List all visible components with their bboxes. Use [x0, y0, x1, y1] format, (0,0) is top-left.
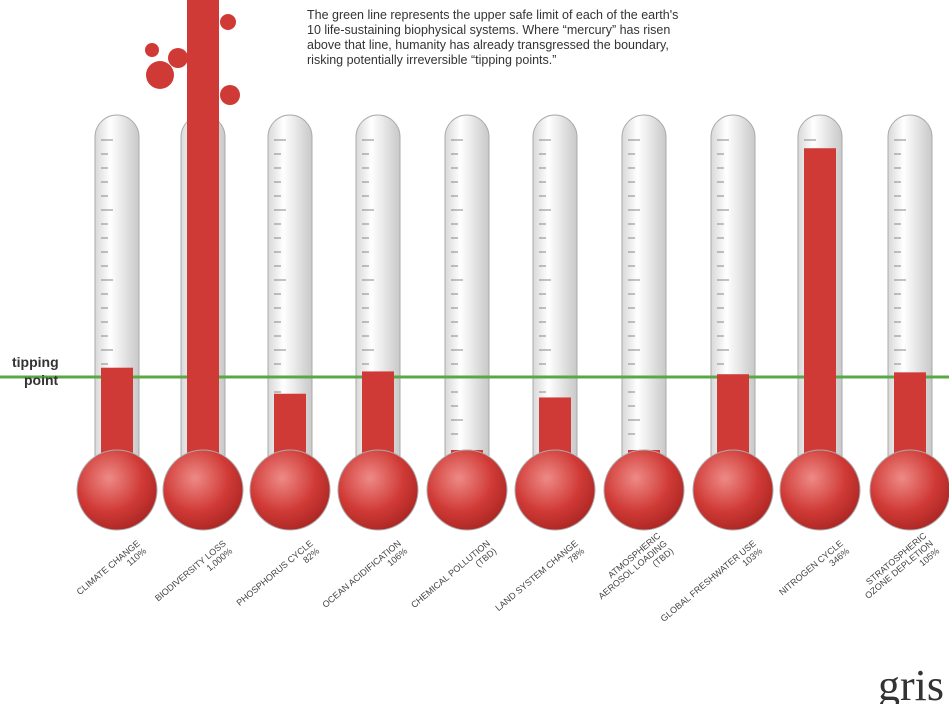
category-name: NITROGEN CYCLE	[777, 538, 845, 597]
category-name: PHOSPHORUS CYCLE	[234, 538, 314, 608]
category-name: AEROSOL LOADING	[596, 538, 668, 601]
splash	[168, 48, 188, 68]
category-name: CLIMATE CHANGE	[75, 538, 142, 597]
bulb	[603, 449, 685, 531]
category-name: OCEAN ACIDIFICATION	[320, 538, 403, 610]
bulb	[779, 449, 861, 531]
splash	[145, 43, 159, 57]
category-name: CHEMICAL POLLUTION	[409, 538, 492, 610]
threshold-label: point	[24, 372, 59, 388]
bulb	[514, 449, 596, 531]
bulb	[692, 449, 774, 531]
category-label: CHEMICAL POLLUTION(TBD)	[409, 538, 498, 610]
category-name: BIODIVERSITY LOSS	[153, 538, 228, 603]
bulb	[162, 449, 244, 531]
annotation: risking potentially irreversible “tippin…	[307, 53, 556, 67]
category-name: OZONE DEPLETION	[863, 538, 935, 601]
threshold-label: tipping	[12, 354, 59, 370]
bulb	[249, 449, 331, 531]
category-name: LAND SYSTEM CHANGE	[493, 538, 580, 613]
bulb	[76, 449, 158, 531]
annotation: 10 life-sustaining biophysical systems. …	[307, 23, 670, 37]
splash	[146, 61, 174, 89]
splash	[220, 14, 236, 30]
bulb	[869, 449, 949, 531]
bulb	[337, 449, 419, 531]
splash	[195, 50, 219, 74]
annotation: The green line represents the upper safe…	[307, 8, 678, 22]
category-name: GLOBAL FRESHWATER USE	[659, 538, 758, 624]
splash	[220, 85, 240, 105]
bulb	[426, 449, 508, 531]
mercury	[804, 148, 836, 490]
mercury	[187, 0, 219, 490]
annotation: above that line, humanity has already tr…	[307, 38, 669, 52]
logo: gris	[878, 661, 944, 704]
